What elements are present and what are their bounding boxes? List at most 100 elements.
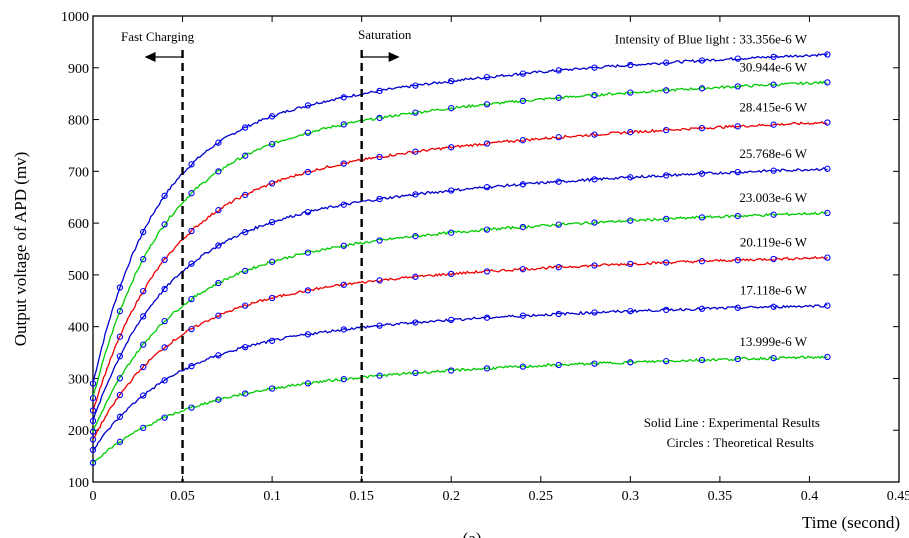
theoretical-point [89,459,97,466]
theoretical-point [140,392,147,399]
theoretical-point [89,407,97,414]
series-label: 25.768e-6 W [739,146,807,161]
theoretical-point [734,355,741,363]
theoretical-point [824,302,831,309]
theoretical-point [519,181,527,188]
theoretical-point [376,277,383,284]
theoretical-point [519,266,527,273]
theoretical-point [161,285,168,293]
series-label: Intensity of Blue light : 33.356e-6 W [615,32,808,47]
y-axis-label: Output voltage of APD (mv) [11,152,30,347]
theoretical-point [161,377,168,384]
y-tick-label: 900 [68,62,89,77]
theoretical-point [376,114,383,122]
theoretical-point [304,208,312,216]
theoretical-point [627,129,634,136]
theoretical-point [116,333,124,340]
theoretical-point [340,201,347,208]
x-tick-label: 0.1 [263,489,281,504]
theoretical-point [698,85,706,92]
theoretical-point [376,87,383,95]
theoretical-point [770,121,777,128]
theoretical-point [663,126,670,134]
theoretical-point [140,287,147,295]
theoretical-point [698,124,706,132]
theoretical-point [824,165,831,172]
theoretical-point [698,57,706,64]
experimental-line [92,211,828,433]
theoretical-point [268,113,276,120]
series-label: 20.119e-6 W [740,235,808,250]
theoretical-point [698,356,706,364]
theoretical-point [483,184,491,191]
y-tick-label: 200 [68,424,89,439]
theoretical-point [215,168,222,175]
theoretical-point [519,363,527,370]
theoretical-point [483,140,491,147]
theoretical-point [448,105,455,112]
theoretical-point [116,391,124,399]
theoretical-point [734,304,741,311]
theoretical-point [304,249,312,256]
theoretical-point [591,64,598,71]
theoretical-point [89,436,97,443]
fast-charging-arrowhead [144,52,156,62]
theoretical-point [340,242,347,249]
theoretical-point [215,396,222,403]
theoretical-point [188,190,195,197]
theoretical-point [555,134,562,141]
theoretical-point [161,317,168,325]
series-label: 17.118e-6 W [740,283,808,298]
x-tick-label: 0.45 [887,489,909,504]
x-tick-label: 0.15 [349,489,374,504]
experimental-line [92,80,828,398]
theoretical-point [304,168,312,176]
theoretical-point [555,221,562,228]
theoretical-point [340,281,347,288]
theoretical-point [448,270,455,278]
series-label: 13.999e-6 W [739,334,807,349]
legend-experimental: Solid Line : Experimental Results [644,415,820,430]
experimental-line [92,355,828,465]
theoretical-point [519,97,527,105]
theoretical-point [555,67,562,74]
theoretical-point [188,227,195,235]
series-label: 23.003e-6 W [739,190,807,205]
theoretical-point [483,268,491,275]
experimental-line [92,52,828,384]
theoretical-point [627,174,634,181]
theoretical-point [448,316,455,324]
theoretical-point [304,102,312,109]
theoretical-point [376,153,383,161]
theoretical-point [340,326,347,333]
theoretical-point [555,361,562,369]
theoretical-point [188,161,195,168]
theoretical-point [140,256,147,263]
theoretical-point [215,312,222,319]
theoretical-point [188,325,195,333]
theoretical-point [627,89,634,96]
theoretical-point [483,226,491,233]
x-tick-label: 0.2 [442,489,460,504]
theoretical-point [627,260,634,268]
theoretical-point [824,254,831,261]
theoretical-point [140,424,147,432]
theoretical-point [340,121,347,128]
theoretical-point [448,187,455,194]
theoretical-point [140,363,147,371]
theoretical-point [161,221,168,228]
x-tick-label: 0.05 [170,489,195,504]
theoretical-point [412,191,419,198]
theoretical-point [116,284,124,291]
theoretical-point [555,264,562,271]
theoretical-point [663,259,670,266]
theoretical-point [698,305,706,312]
theoretical-point [483,365,491,372]
x-tick-label: 0.35 [708,489,733,504]
axes [92,15,900,483]
theoretical-point [242,124,249,131]
theoretical-point [555,310,562,318]
experimental-line [92,166,828,422]
theoretical-point [663,59,670,66]
theoretical-point [412,319,419,326]
